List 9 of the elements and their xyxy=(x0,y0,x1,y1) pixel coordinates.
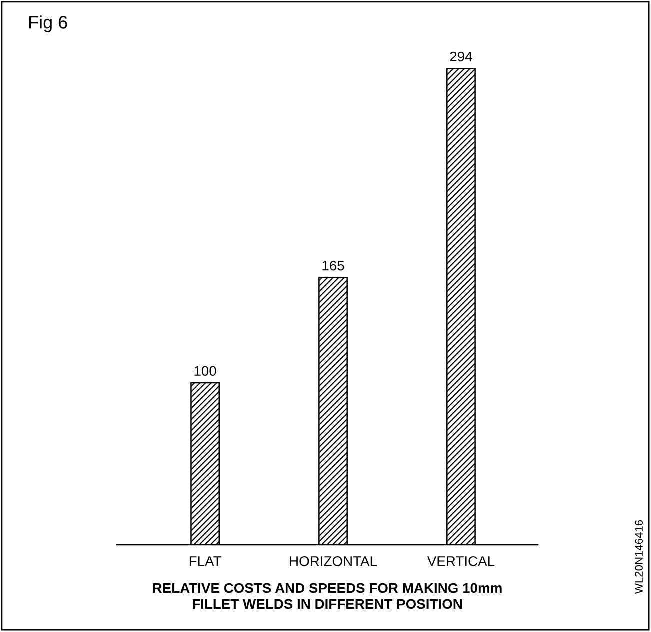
text: WL20N146416 xyxy=(635,520,643,594)
x-tick-label: VERTICAL xyxy=(427,556,495,566)
data-label: 294 xyxy=(450,52,472,62)
x-tick-label: HORIZONTAL xyxy=(290,556,378,566)
data-label: 100 xyxy=(194,366,216,376)
x-tick-label: FLAT xyxy=(190,556,222,566)
x-axis-title: RELATIVE COSTS AND SPEEDS FOR MAKING 10mm FILLET WELDS IN DIFFERENT POSITION xyxy=(153,583,502,610)
data-label: 165 xyxy=(322,260,344,271)
chart-title: Fig 6 xyxy=(29,16,68,32)
